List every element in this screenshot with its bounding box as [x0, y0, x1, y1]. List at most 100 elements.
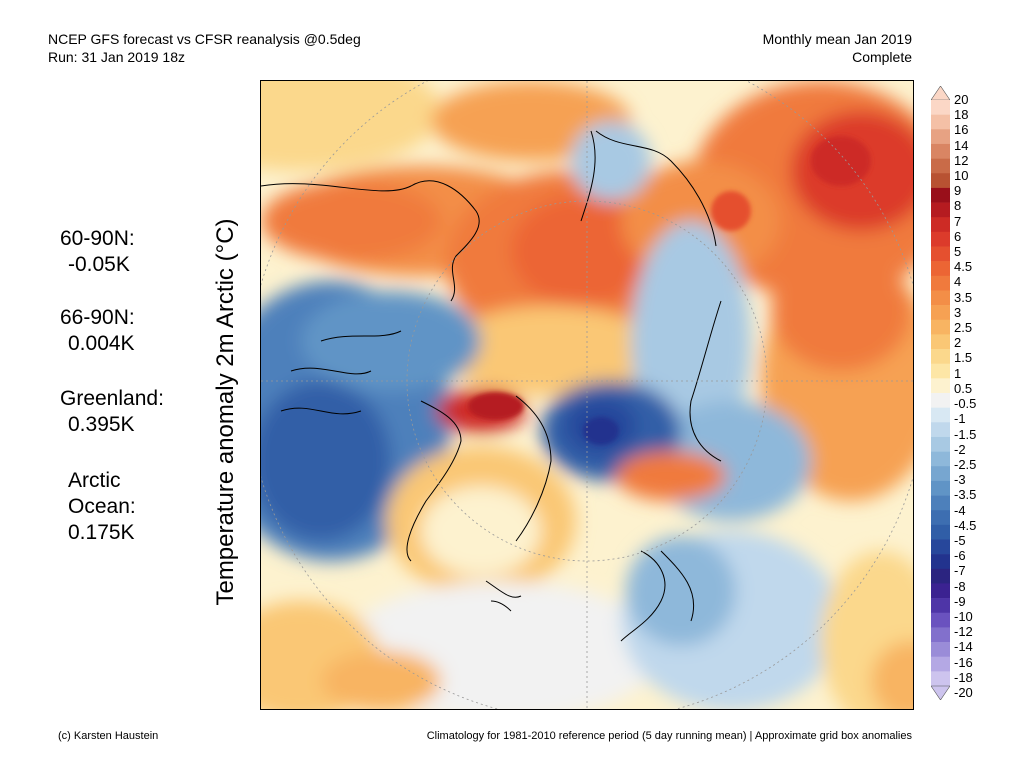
header-left: NCEP GFS forecast vs CFSR reanalysis @0.… — [48, 30, 361, 66]
colorbar-tick-label: 14 — [954, 137, 969, 153]
colorbar-swatch — [931, 202, 950, 218]
coast-greenland-east — [515, 395, 552, 542]
y-axis-label: Temperature anomaly 2m Arctic (°C) — [212, 218, 239, 606]
colorbar-tick-label: -8 — [954, 578, 966, 594]
colorbar-swatch — [931, 598, 950, 614]
colorbar-swatch — [931, 495, 950, 511]
coast-russia — [689, 300, 722, 462]
colorbar-tick-label: 9 — [954, 183, 962, 199]
anomaly-map — [260, 80, 914, 710]
colorbar-tick-label: 6 — [954, 228, 962, 244]
stat-label: Arctic — [68, 469, 121, 492]
header-right: Monthly mean Jan 2019 Complete — [763, 30, 912, 66]
colorbar-swatch — [931, 436, 950, 452]
colorbar-swatch — [931, 173, 950, 189]
stat-label: 66-90N: — [60, 306, 135, 329]
stat-value: 0.175K — [68, 521, 135, 544]
colorbar-swatch — [931, 451, 950, 467]
colorbar-swatch — [931, 539, 950, 555]
colorbar-tick-label: 3 — [954, 304, 962, 320]
colorbar-tick-label: -2.5 — [954, 456, 977, 472]
anomaly-field — [261, 81, 913, 709]
colorbar-tick-label: 7 — [954, 213, 962, 229]
coastlines — [261, 130, 722, 642]
colorbar-tick-label: 18 — [954, 107, 969, 123]
stat-value: 0.395K — [68, 413, 135, 436]
colorbar-swatch — [931, 261, 950, 277]
map-svg — [261, 81, 913, 709]
coast-islands — [280, 330, 402, 415]
stat-greenland: Greenland: 0.395K — [60, 386, 164, 438]
colorbar-swatch — [931, 100, 950, 115]
colorbar-tick-label: -0.5 — [954, 396, 977, 412]
colorbar-swatch — [931, 349, 950, 364]
colorbar-tick-label: -10 — [954, 608, 973, 624]
colorbar-swatch — [931, 480, 950, 496]
colorbar-swatch — [931, 642, 950, 657]
colorbar-tick-label: -6 — [954, 548, 966, 564]
colorbar-tick-label: -3.5 — [954, 487, 977, 503]
coast-iceland — [485, 580, 522, 612]
colorbar-swatch — [931, 305, 950, 321]
colorbar-swatch — [931, 583, 950, 599]
stat-label: 60-90N: — [60, 227, 135, 250]
colorbar-swatch — [931, 627, 950, 643]
stat-label: Greenland: — [60, 387, 164, 410]
colorbar-swatch — [931, 393, 950, 408]
stat-66-90n: 66-90N: 0.004K — [60, 305, 135, 357]
stat-60-90n: 60-90N: -0.05K — [60, 226, 135, 278]
coast-siberia — [580, 130, 717, 247]
colorbar — [931, 86, 950, 700]
colorbar-tick-label: 0.5 — [954, 380, 973, 396]
colorbar-tick-label: 1.5 — [954, 350, 973, 366]
colorbar-tick-label: -1 — [954, 411, 966, 427]
colorbar-swatch — [931, 143, 950, 159]
colorbar-tick-label: -16 — [954, 654, 973, 670]
colorbar-tick-label: 20 — [954, 92, 969, 107]
colorbar-tick-label: -9 — [954, 593, 966, 609]
colorbar-tick-label: -1.5 — [954, 426, 977, 442]
colorbar-tick-label: -5 — [954, 532, 966, 548]
colorbar-tick-label: -20 — [954, 685, 973, 700]
colorbar-swatch — [931, 363, 950, 379]
run-time: Run: 31 Jan 2019 18z — [48, 49, 185, 65]
anomaly-hotspots — [468, 136, 871, 445]
colorbar-swatch — [931, 129, 950, 145]
colorbar-swatch — [931, 524, 950, 540]
colorbar-tick-label: 2.5 — [954, 320, 973, 336]
colorbar-tick-label: -7 — [954, 563, 966, 579]
footer-credit: (c) Karsten Haustein — [58, 730, 159, 742]
colorbar-swatch — [931, 275, 950, 291]
colorbar-tick-label: 8 — [954, 198, 962, 214]
colorbar-swatch — [931, 114, 950, 130]
period-status: Complete — [852, 49, 912, 65]
colorbar-tick-label: 2 — [954, 335, 962, 351]
model-title: NCEP GFS forecast vs CFSR reanalysis @0.… — [48, 31, 361, 47]
colorbar-tick-label: -18 — [954, 669, 973, 685]
colorbar-swatch — [931, 407, 950, 423]
colorbar-swatch — [931, 568, 950, 584]
coast-alaska — [261, 180, 480, 302]
colorbar-swatch — [931, 217, 950, 233]
colorbar-swatch — [931, 656, 950, 672]
period-title: Monthly mean Jan 2019 — [762, 31, 912, 47]
colorbar-tick-label: 1 — [954, 365, 962, 381]
colorbar-tick-label: -12 — [954, 624, 973, 640]
colorbar-swatch — [931, 510, 950, 526]
colorbar-swatch — [931, 378, 950, 394]
stat-arctic-ocean: Arctic Ocean: 0.175K — [60, 468, 136, 546]
colorbar-swatch — [931, 158, 950, 174]
colorbar-swatch — [931, 334, 950, 350]
colorbar-swatch — [931, 187, 950, 203]
colorbar-arrow-top — [931, 86, 950, 101]
stat-value: 0.004K — [68, 332, 135, 355]
stat-label-2: Ocean: — [68, 495, 136, 518]
colorbar-arrow-bottom — [931, 685, 950, 700]
colorbar-swatch — [931, 554, 950, 570]
footer-note: Climatology for 1981-2010 reference peri… — [426, 730, 912, 742]
colorbar-swatch — [931, 246, 950, 262]
colorbar-tick-label: 4.5 — [954, 259, 973, 275]
colorbar-tick-label: -3 — [954, 472, 966, 488]
colorbar-tick-label: 10 — [954, 168, 969, 184]
colorbar-tick-label: 4 — [954, 274, 962, 290]
